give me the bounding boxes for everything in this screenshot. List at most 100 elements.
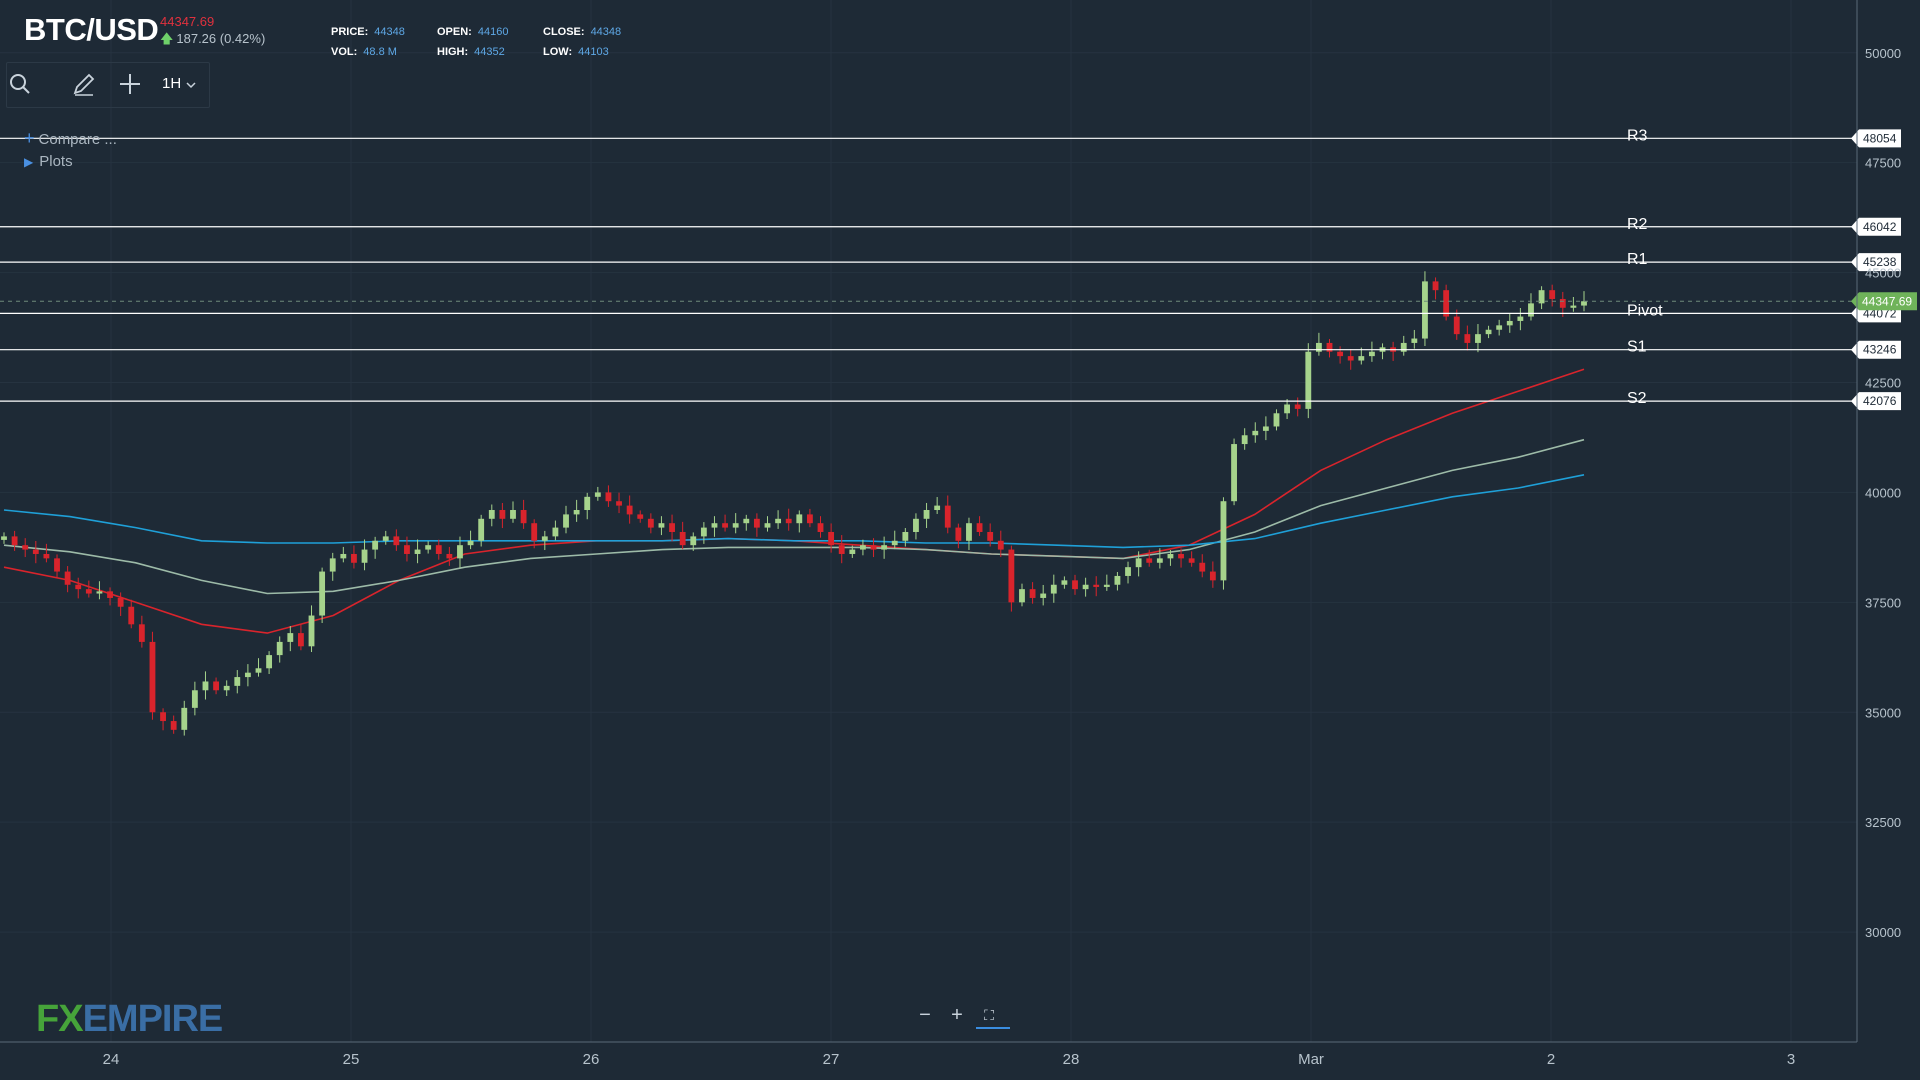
- close-value: 44348: [590, 26, 622, 38]
- candle-body: [690, 536, 697, 546]
- candle-body: [181, 707, 188, 730]
- candle-body: [1315, 342, 1322, 352]
- candle-body: [785, 518, 792, 524]
- candle-body: [1369, 351, 1375, 357]
- candle-body: [891, 540, 898, 546]
- candle-body: [1581, 301, 1587, 306]
- moving-average-line: [3, 368, 1585, 634]
- candle-body: [584, 496, 591, 511]
- x-tick-label: 25: [343, 1051, 360, 1068]
- candle-body: [1559, 298, 1566, 308]
- x-tick-label: Mar: [1298, 1051, 1324, 1068]
- interval-selector[interactable]: 1H: [162, 75, 182, 92]
- candle-body: [138, 624, 145, 642]
- zoom-controls: − + ⛶: [912, 1004, 1012, 1029]
- grid: [0, 0, 1857, 1042]
- candle-body: [1273, 413, 1280, 427]
- candle-body: [382, 536, 389, 541]
- candle-body: [1072, 580, 1078, 590]
- candle-body: [775, 518, 782, 524]
- candle-body: [32, 549, 39, 554]
- x-tick-label: 24: [103, 1051, 120, 1068]
- pivot-price-label: 45238: [1863, 255, 1897, 269]
- moving-averages: [3, 368, 1585, 634]
- candle-body: [817, 523, 824, 532]
- candle-body: [679, 531, 686, 546]
- candle-body: [1400, 342, 1407, 352]
- candle-body: [902, 531, 909, 541]
- candle-body: [987, 531, 994, 541]
- candle-body: [117, 597, 124, 607]
- candle-body: [658, 523, 665, 528]
- chart-side-links: + Compare ... ▶ Plots: [24, 126, 117, 174]
- candle-body: [499, 510, 506, 519]
- triangle-right-icon: ▶: [24, 155, 34, 169]
- candle-body: [170, 721, 177, 730]
- low-value: 44103: [578, 46, 609, 58]
- candle-body: [1284, 404, 1291, 414]
- pivot-price-tag: [1851, 129, 1901, 148]
- price-change: 🡅 187.26 (0.42%): [160, 30, 265, 52]
- y-tick-label: 45000: [1865, 266, 1901, 281]
- candle-body: [860, 545, 866, 550]
- high-label: HIGH:: [437, 46, 469, 58]
- low-label: LOW:: [543, 46, 573, 58]
- candle-body: [361, 549, 368, 563]
- candle-body: [11, 536, 18, 546]
- crosshair-icon[interactable]: [117, 71, 143, 97]
- close-label: CLOSE:: [543, 26, 585, 38]
- fullscreen-icon[interactable]: ⛶: [984, 1007, 994, 1023]
- candle-body: [764, 523, 771, 528]
- candle-body: [1506, 320, 1513, 326]
- candle-body: [85, 589, 92, 594]
- candle-body: [531, 523, 538, 541]
- pivot-price-label: 43246: [1863, 343, 1897, 357]
- candle-body: [510, 510, 516, 519]
- y-tick-label: 37500: [1865, 595, 1901, 610]
- logo-empire: EMPIRE: [82, 998, 224, 1040]
- candles: [1, 271, 1587, 736]
- symbol-title: BTC/USD: [24, 12, 159, 47]
- last-price-tag: [1851, 292, 1917, 311]
- candle-body: [966, 523, 972, 541]
- plus-icon[interactable]: +: [951, 1004, 963, 1026]
- pencil-icon[interactable]: [71, 71, 97, 97]
- pivot-price-tag: [1851, 253, 1901, 272]
- candle-body: [520, 510, 527, 524]
- candle-body: [223, 685, 230, 691]
- candle-body: [255, 668, 262, 673]
- candle-body: [669, 523, 675, 532]
- price-value: 44348: [374, 26, 405, 38]
- candle-body: [96, 591, 103, 594]
- minus-icon[interactable]: −: [919, 1004, 931, 1026]
- candle-body: [1262, 426, 1269, 431]
- pivot-price-label: 46042: [1863, 220, 1897, 234]
- plots-link[interactable]: ▶ Plots: [24, 150, 117, 174]
- close-readout: CLOSE: 44348: [543, 26, 621, 38]
- candle-body: [1485, 329, 1492, 335]
- candle-body: [1570, 305, 1577, 308]
- candle-body: [732, 523, 739, 528]
- candle-body: [22, 545, 29, 550]
- low-readout: LOW: 44103: [543, 46, 609, 58]
- moving-average-line: [3, 474, 1585, 549]
- candle-body: [1443, 290, 1450, 317]
- candle-body: [944, 505, 951, 528]
- candle-body: [997, 540, 1004, 550]
- pivot-price-label: 42076: [1863, 394, 1897, 408]
- candle-body: [478, 518, 485, 541]
- candle-body: [594, 492, 601, 497]
- chevron-down-icon[interactable]: [186, 80, 196, 90]
- x-tick-label: 2: [1547, 1051, 1555, 1068]
- search-icon[interactable]: [7, 71, 33, 97]
- high-value: 44352: [474, 46, 505, 58]
- candle-body: [806, 514, 813, 524]
- candle-body: [1156, 558, 1163, 563]
- compare-link[interactable]: + Compare ...: [24, 126, 117, 150]
- candle-body: [1050, 584, 1057, 594]
- candle-body: [616, 501, 622, 506]
- candle-body: [287, 633, 294, 642]
- moving-average-line: [3, 438, 1585, 595]
- candle-body: [297, 633, 304, 647]
